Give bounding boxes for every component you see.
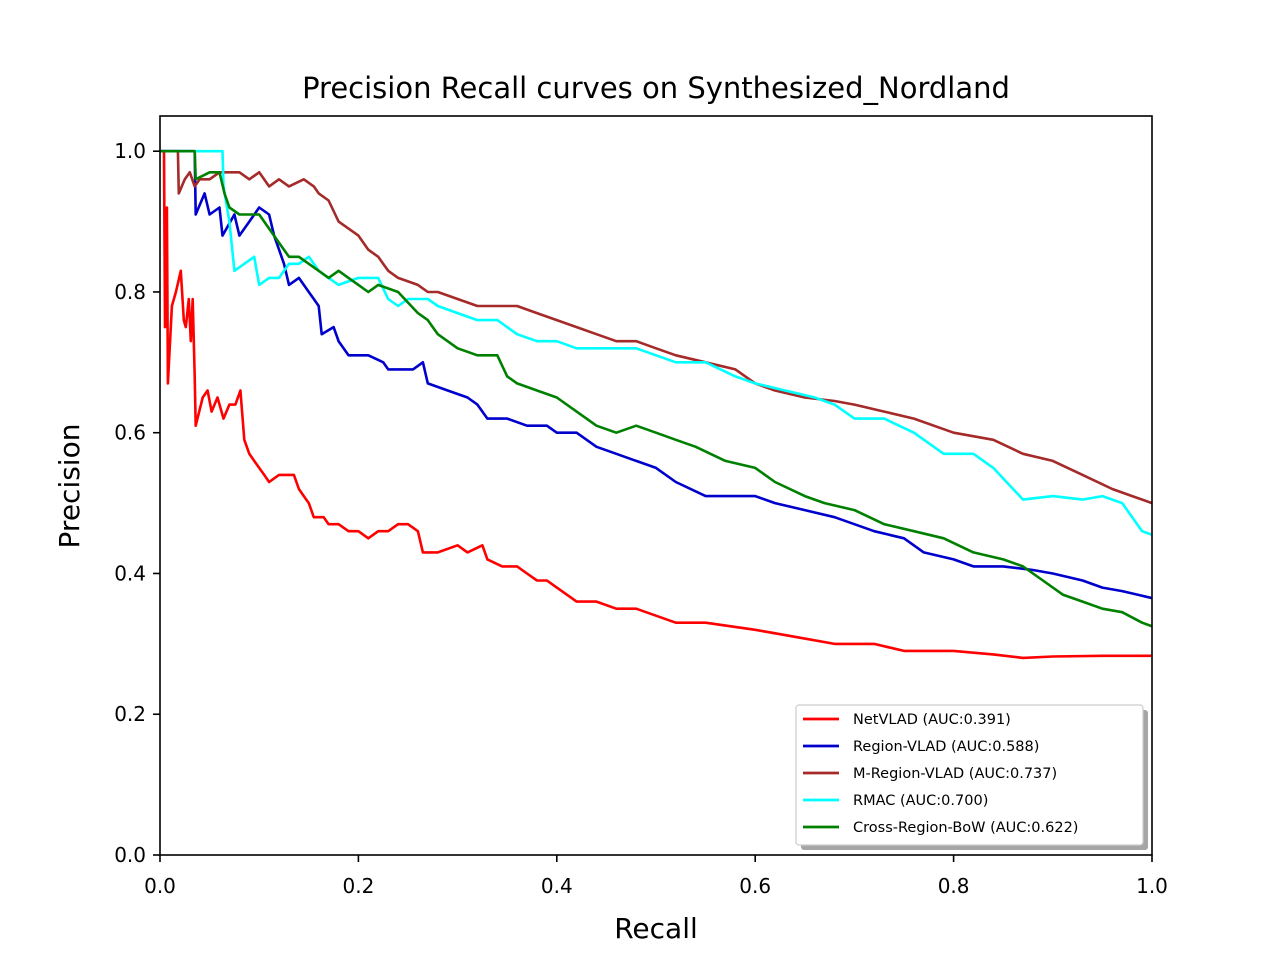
plot-area bbox=[159, 115, 1153, 856]
legend-label-rmac: RMAC (AUC:0.700) bbox=[853, 793, 988, 809]
y-tick-label: 0.4 bbox=[114, 561, 146, 585]
chart-title: Precision Recall curves on Synthesized_N… bbox=[302, 71, 1010, 105]
y-axis: 0.0 0.2 0.4 0.6 0.8 1.0 bbox=[114, 139, 160, 867]
x-axis-title: Recall bbox=[614, 912, 698, 945]
series-line-rmac bbox=[160, 149, 1152, 537]
y-tick-label: 0.0 bbox=[114, 843, 146, 867]
series-group bbox=[160, 149, 1152, 660]
x-tick-label: 0.6 bbox=[739, 874, 771, 898]
series-line-region-vlad bbox=[160, 149, 1152, 600]
y-tick-label: 0.6 bbox=[114, 421, 146, 445]
legend-label-netvlad: NetVLAD (AUC:0.391) bbox=[853, 712, 1011, 728]
y-tick-label: 0.2 bbox=[114, 702, 146, 726]
y-tick-label: 0.8 bbox=[114, 280, 146, 304]
legend-label-m-region-vlad: M-Region-VLAD (AUC:0.737) bbox=[853, 766, 1057, 782]
series-line-netvlad bbox=[160, 149, 1152, 660]
plot-frame bbox=[159, 115, 1153, 856]
series-line-m-region-vlad bbox=[160, 149, 1152, 505]
y-axis-title: Precision bbox=[53, 424, 86, 549]
series-line-cross-region-bow bbox=[160, 149, 1152, 628]
legend-label-region-vlad: Region-VLAD (AUC:0.588) bbox=[853, 739, 1039, 755]
x-tick-label: 0.2 bbox=[342, 874, 374, 898]
x-axis: 0.0 0.2 0.4 0.6 0.8 1.0 bbox=[144, 855, 1168, 898]
legend-box bbox=[795, 704, 1144, 846]
x-tick-label: 0.0 bbox=[144, 874, 176, 898]
x-tick-label: 0.8 bbox=[938, 874, 970, 898]
y-tick-label: 1.0 bbox=[114, 139, 146, 163]
x-tick-label: 1.0 bbox=[1136, 874, 1168, 898]
x-tick-label: 0.4 bbox=[541, 874, 573, 898]
legend-items: NetVLAD (AUC:0.391) Region-VLAD (AUC:0.58… bbox=[803, 712, 1078, 836]
legend-label-cross-region-bow: Cross-Region-BoW (AUC:0.622) bbox=[853, 820, 1078, 836]
legend: NetVLAD (AUC:0.391) Region-VLAD (AUC:0.58… bbox=[795, 704, 1148, 850]
